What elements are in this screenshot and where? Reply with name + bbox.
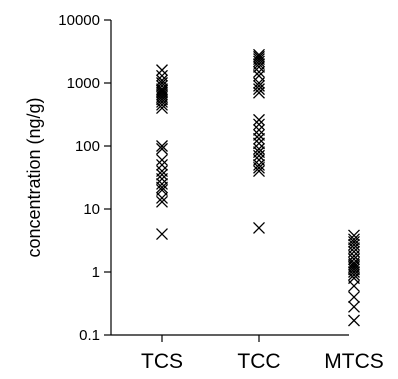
data-point-x-marker (156, 159, 168, 171)
data-point-x-marker (253, 132, 265, 145)
y-axis-title: concentration (ng/g) (24, 97, 44, 257)
data-point-x-marker (156, 102, 168, 115)
data-point-x-marker (348, 266, 360, 278)
data-point-x-marker (348, 235, 360, 248)
data-point-x-marker (253, 128, 265, 141)
data-point-x-marker (253, 149, 265, 162)
x-category-label: MTCS (324, 350, 384, 373)
data-point-x-marker (156, 96, 168, 108)
data-point-x-marker (156, 142, 168, 155)
y-tick-label: 0.1 (79, 327, 100, 344)
x-category-label: TCC (237, 350, 280, 373)
data-point-x-marker (253, 161, 265, 174)
y-tick-label: 10 (83, 201, 100, 218)
data-point-x-marker (156, 93, 168, 106)
data-point-x-marker (253, 222, 265, 234)
data-point-x-marker (156, 98, 168, 111)
data-point-x-marker (156, 168, 168, 181)
data-point-x-marker (253, 55, 265, 68)
data-point-x-marker (253, 118, 265, 131)
y-tick-label: 10000 (58, 12, 100, 29)
data-point-x-marker (156, 191, 168, 204)
data-point-x-marker (156, 74, 168, 87)
data-point-x-marker (253, 86, 265, 99)
data-point-x-marker (348, 314, 360, 327)
axes (110, 20, 349, 336)
data-point-x-marker (253, 165, 265, 178)
data-point-x-marker (348, 291, 360, 304)
data-point-x-marker (156, 172, 168, 185)
y-tick-label: 1 (92, 264, 100, 281)
data-point-x-marker (348, 263, 360, 276)
data-point-x-marker (253, 123, 265, 136)
data-point-x-marker (348, 268, 360, 281)
data-points (156, 48, 360, 327)
y-tick-label: 1000 (67, 75, 100, 92)
x-category-label: TCS (141, 350, 183, 373)
data-point-x-marker (253, 137, 265, 150)
data-point-x-marker (156, 84, 168, 97)
data-point-x-marker (253, 159, 265, 171)
data-point-x-marker (348, 233, 360, 246)
data-point-x-marker (156, 228, 168, 241)
y-tick-label: 100 (75, 138, 100, 155)
data-point-x-marker (253, 77, 265, 89)
data-point-x-marker (156, 177, 168, 190)
data-point-x-marker (156, 181, 168, 194)
data-point-x-marker (156, 140, 168, 152)
data-point-x-marker (156, 195, 168, 208)
data-point-x-marker (253, 60, 265, 73)
y-axis-ticks: 0.1 1 10 100 1000 10000 (58, 12, 111, 344)
data-point-x-marker (253, 83, 265, 96)
data-point-x-marker (253, 113, 265, 126)
data-point-x-marker (253, 65, 265, 78)
data-point-x-marker (156, 154, 168, 166)
x-axis-categories: TCS TCC MTCS (141, 335, 384, 373)
data-point-x-marker (348, 280, 360, 292)
data-point-x-marker (156, 64, 168, 77)
data-point-x-marker (348, 300, 360, 313)
